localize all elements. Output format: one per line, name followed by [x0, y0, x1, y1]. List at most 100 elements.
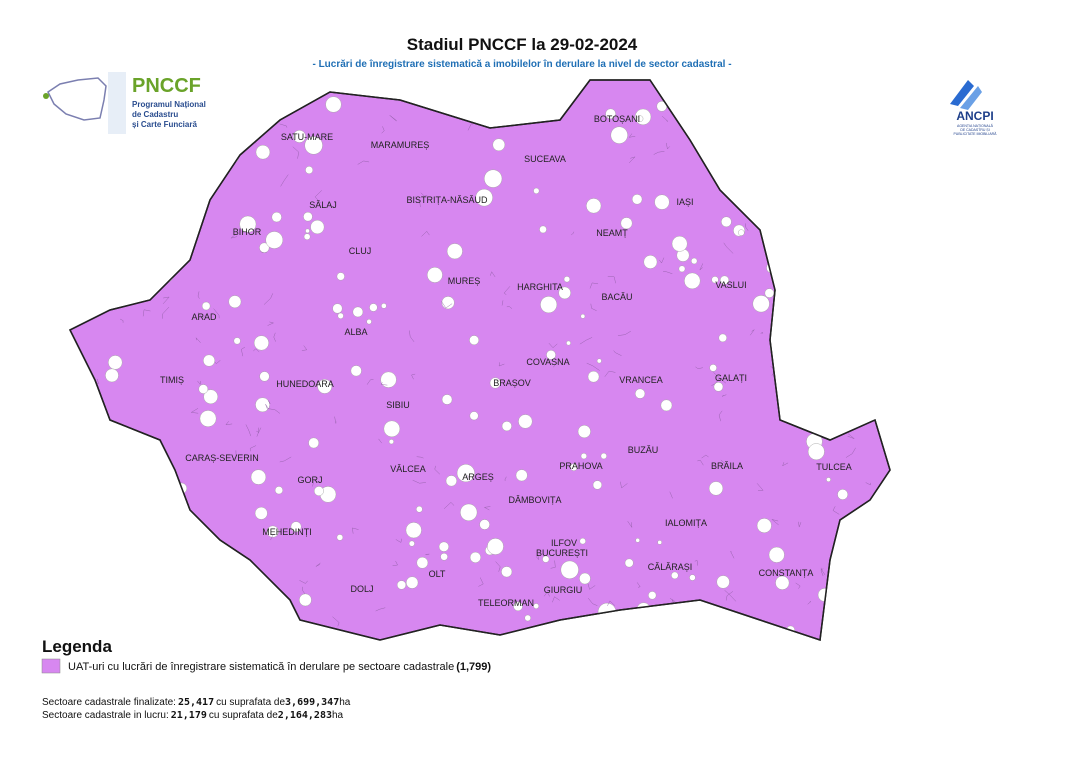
uat-white [143, 251, 149, 257]
logo-line: Programul Național [132, 100, 206, 109]
uat-white [577, 425, 591, 438]
logo-bar [108, 72, 126, 134]
uat-border [579, 337, 593, 345]
uat-border [550, 560, 556, 569]
uat-border [395, 538, 402, 543]
county-label: TELEORMAN [478, 598, 534, 608]
uat-border [726, 591, 734, 601]
uat-white [408, 540, 415, 547]
uat-border [847, 416, 856, 421]
uat-border [279, 456, 292, 463]
uat-border [443, 502, 455, 509]
uat-white [507, 96, 526, 114]
uat-border [711, 377, 721, 386]
uat-white [460, 503, 478, 521]
uat-white [563, 276, 571, 283]
county-label: GORJ [297, 475, 322, 485]
uat-border [721, 394, 727, 397]
uat-white [518, 414, 533, 429]
uat-border [267, 321, 275, 326]
uat-white [716, 610, 722, 616]
uat-white [255, 397, 270, 413]
uat-white [660, 399, 673, 412]
uat-border [831, 564, 836, 567]
uat-border [120, 318, 124, 323]
uat-border [504, 476, 507, 481]
uat-white [438, 541, 449, 552]
uat-white [290, 521, 302, 533]
uat-border [136, 544, 150, 552]
uat-border [254, 88, 261, 95]
uat-white [843, 575, 854, 587]
uat-white [350, 365, 362, 377]
uat-white [764, 110, 780, 127]
uat-white [501, 566, 513, 578]
uat-border [273, 332, 276, 342]
uat-white [713, 382, 724, 392]
uat-border [483, 506, 491, 511]
uat-white [635, 538, 640, 543]
uat-border [723, 242, 734, 254]
uat-white [441, 296, 455, 310]
county-label: ARGEȘ [462, 472, 494, 482]
uat-white [259, 371, 270, 382]
uat-white [201, 301, 211, 311]
uat-white [254, 506, 268, 520]
uat-white [484, 169, 503, 188]
uat-border [607, 276, 616, 284]
uat-border [225, 421, 233, 426]
uat-border [301, 345, 308, 351]
uat-border [150, 567, 159, 573]
uat-white [515, 469, 528, 482]
county-label: HUNEDOARA [276, 379, 334, 389]
uat-border [478, 577, 484, 587]
uat-border [868, 616, 876, 623]
uat-border [315, 562, 321, 567]
uat-border [230, 233, 238, 239]
uat-white [255, 144, 271, 160]
stat-area: 2,164,283 [278, 710, 332, 721]
uat-border [434, 465, 440, 475]
uat-border [798, 521, 802, 528]
uat-white [352, 306, 364, 318]
uat-white [657, 540, 662, 545]
uat-white [383, 420, 401, 438]
uat-border [863, 280, 870, 289]
logo-name: PNCCF [132, 75, 201, 97]
uat-border [198, 595, 202, 601]
uat-white [579, 537, 586, 545]
uat-border [807, 601, 812, 605]
uat-white [336, 534, 344, 541]
uat-border [381, 126, 385, 134]
country-border [68, 79, 891, 642]
uat-white [416, 505, 423, 513]
logo-name: ANCPI [956, 109, 993, 123]
uat-white [533, 603, 540, 609]
uat-white [416, 556, 429, 569]
uat-border [653, 151, 665, 155]
uat-border [197, 380, 201, 385]
county-label: IAȘI [676, 197, 693, 207]
uat-border [847, 606, 854, 611]
uat-white [479, 519, 490, 530]
uat-white [865, 221, 878, 234]
uat-border [607, 600, 616, 606]
uat-border [771, 181, 783, 191]
uat-border [756, 483, 764, 491]
county-label: BRĂILA [711, 461, 743, 471]
uat-border [312, 480, 321, 487]
county-label: HARGHITA [517, 282, 563, 292]
uat-white [308, 437, 320, 449]
uat-border [441, 301, 453, 309]
county-label: COVASNA [526, 357, 569, 367]
uat-border [548, 343, 558, 349]
uat-border [659, 257, 665, 264]
uat-border [420, 192, 428, 197]
uat-white [305, 228, 310, 234]
uat-white [469, 411, 479, 421]
uat-white [239, 215, 257, 233]
uat-border [783, 340, 790, 348]
uat-white [709, 364, 717, 372]
uat-border [195, 337, 201, 343]
